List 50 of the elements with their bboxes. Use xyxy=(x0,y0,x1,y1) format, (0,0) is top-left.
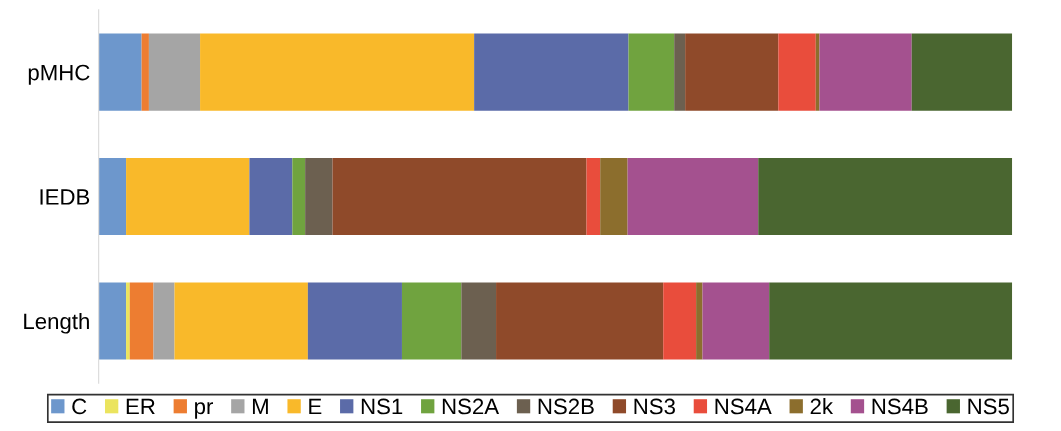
bar xyxy=(148,33,201,111)
bar xyxy=(474,33,629,111)
legend-label: 2k xyxy=(810,398,834,415)
bar xyxy=(819,33,912,111)
legend-label: NS2B xyxy=(538,398,594,415)
legend-label: NS2A xyxy=(442,398,500,415)
bar xyxy=(126,282,130,360)
bar xyxy=(769,282,1013,360)
y-tick-label: IEDB xyxy=(40,189,90,205)
legend-label: E xyxy=(309,398,322,415)
bar xyxy=(141,33,149,111)
bar xyxy=(586,157,601,236)
legend-label: pr xyxy=(195,402,214,419)
legend-label: NS3 xyxy=(634,398,675,415)
bar xyxy=(249,157,293,236)
bar xyxy=(129,282,154,360)
bar xyxy=(292,157,306,236)
bar xyxy=(758,157,1013,236)
bar xyxy=(305,157,333,236)
bar xyxy=(627,157,759,236)
y-tick-label: Length xyxy=(24,312,89,334)
bar xyxy=(401,282,462,360)
bar xyxy=(200,33,475,111)
legend-label: NS5 xyxy=(968,398,1009,415)
bar xyxy=(153,282,175,360)
bar xyxy=(98,282,127,360)
legend-label: NS4A xyxy=(715,398,772,415)
y-tick-label: pMHC xyxy=(28,64,90,85)
bar xyxy=(98,157,127,236)
bar xyxy=(778,33,816,111)
bar xyxy=(126,157,250,236)
legend-label: ER xyxy=(126,398,155,415)
bar xyxy=(628,33,675,111)
bar xyxy=(702,282,770,360)
bar xyxy=(696,282,703,360)
bar xyxy=(307,282,402,360)
legend-label: NS1 xyxy=(361,398,403,415)
bar xyxy=(461,282,497,360)
bar xyxy=(674,33,686,111)
bar xyxy=(685,33,779,111)
bar xyxy=(98,33,142,111)
legend-label: M xyxy=(252,398,268,415)
legend-label: C xyxy=(72,398,87,415)
bar xyxy=(911,33,1013,111)
legend-label: NS4B xyxy=(872,398,928,415)
bar xyxy=(663,282,697,360)
bar xyxy=(496,282,664,360)
bar xyxy=(600,157,628,236)
bar xyxy=(174,282,308,360)
bar xyxy=(332,157,587,236)
